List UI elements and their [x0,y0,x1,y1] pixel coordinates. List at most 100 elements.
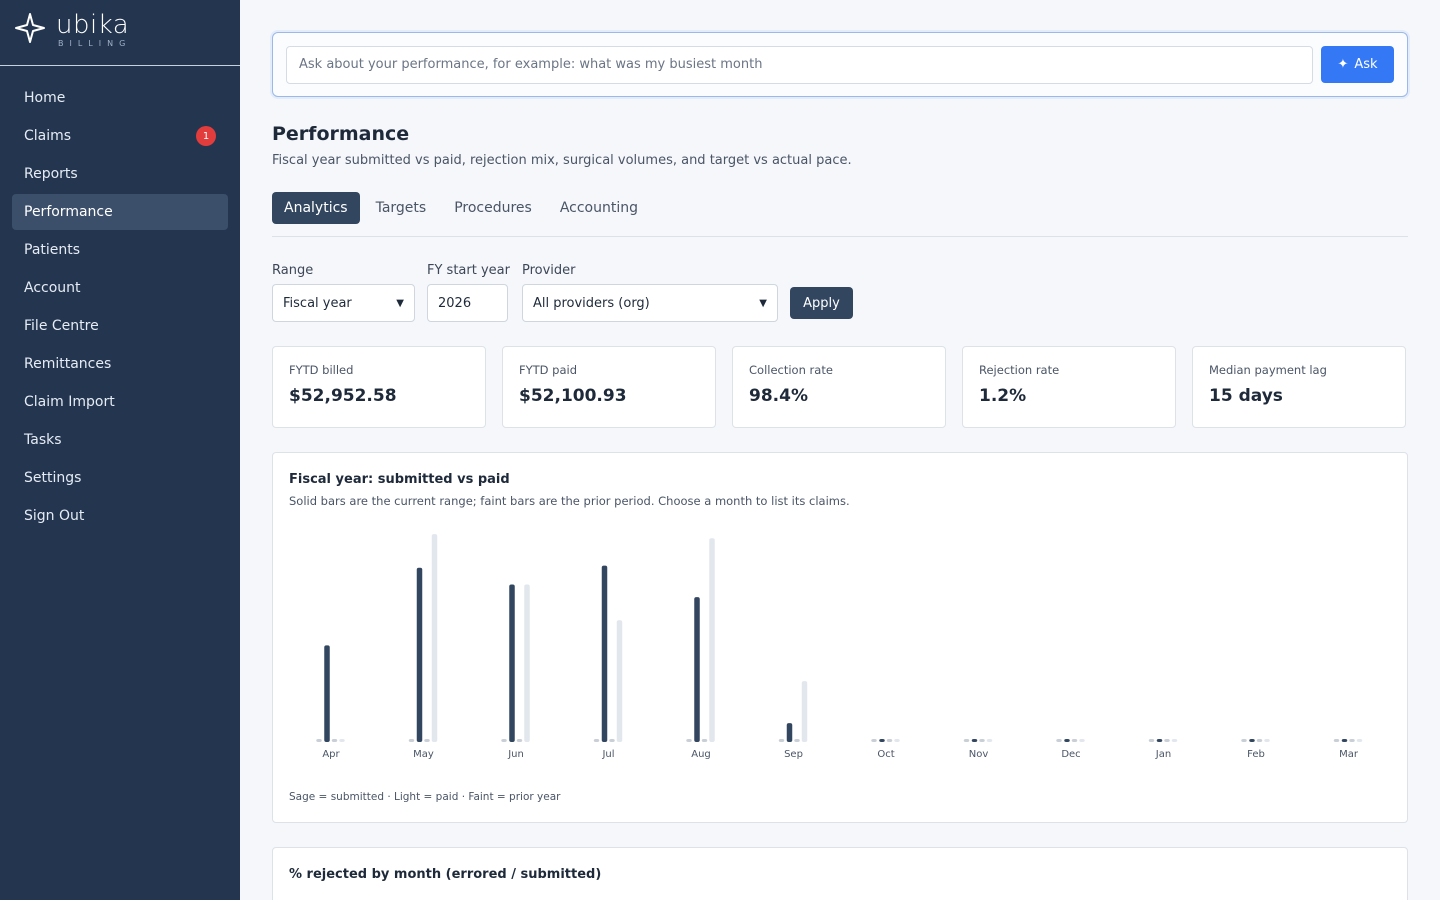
chevron-down-icon: ▼ [759,297,767,309]
bar-jul-series-2[interactable] [609,739,615,742]
bar-feb-series-1[interactable] [1249,739,1255,742]
fy-start-input[interactable]: 2026 [427,284,508,322]
ask-button[interactable]: ✦ Ask [1321,46,1394,83]
sidebar-item-claim-import[interactable]: Claim Import [12,384,228,420]
kpi-label: FYTD paid [519,363,578,377]
sidebar-item-sign-out[interactable]: Sign Out [12,498,228,534]
provider-select[interactable]: All providers (org) ▼ [521,284,778,322]
bar-sep-series-1[interactable] [786,723,793,742]
chart-title: Fiscal year: submitted vs paid [289,472,510,487]
chart-legend: Sage = submitted · Light = paid · Faint … [289,791,561,803]
sidebar-item-patients[interactable]: Patients [12,232,228,268]
bar-dec-series-1[interactable] [1064,739,1070,742]
sidebar-item-remittances[interactable]: Remittances [12,346,228,382]
bar-nov-series-3[interactable] [986,739,993,742]
submitted-vs-paid-chart[interactable]: Apr May Jun Jul Aug Sep Oct Nov Dec Jan Feb Mar [289,531,1391,783]
bar-may-series-2[interactable] [424,739,430,742]
bar-mar-series-2[interactable] [1349,739,1355,742]
sidebar-nav: Home Claims 1 Reports Performance Patient… [0,66,240,534]
tab-accounting[interactable]: Accounting [559,200,639,216]
bar-apr-series-1[interactable] [324,645,330,742]
bar-jul-series-1[interactable] [601,565,608,742]
bar-dec-series-2[interactable] [1071,739,1078,742]
bar-dec-series-3[interactable] [1079,739,1085,742]
range-select[interactable]: Fiscal year ▼ [272,284,415,322]
logo-icon [15,13,45,43]
bar-mar-series-0[interactable] [1333,739,1340,742]
bar-oct-series-1[interactable] [879,739,885,742]
bar-jan-series-1[interactable] [1156,739,1163,742]
sidebar-item-reports[interactable]: Reports [12,156,228,192]
fy-start-filter: FY start year 2026 [427,263,510,322]
sidebar-item-claims[interactable]: Claims 1 [12,118,228,154]
bar-jan-series-3[interactable] [1171,739,1178,742]
bar-feb-series-2[interactable] [1256,739,1263,742]
bar-may-series-3[interactable] [431,534,438,742]
x-tick-label: Apr [322,749,340,760]
sidebar: ubika BILLING Home Claims 1 Reports Perfo… [0,0,240,900]
bar-may-series-1[interactable] [416,567,423,742]
bar-jan-series-0[interactable] [1148,739,1155,742]
kpi-value: $52,100.93 [519,386,627,406]
bar-mar-series-3[interactable] [1356,739,1363,742]
bar-sep-series-0[interactable] [778,739,785,742]
page-title: Performance [272,123,410,145]
tab-analytics[interactable]: Analytics [272,192,360,224]
bar-may-series-0[interactable] [408,739,415,742]
bar-nov-series-0[interactable] [963,739,970,742]
sidebar-item-file-centre[interactable]: File Centre [12,308,228,344]
bar-aug-series-1[interactable] [694,597,700,742]
bar-jun-series-1[interactable] [509,584,515,743]
bar-jul-series-3[interactable] [616,620,623,742]
kpi-value: 98.4% [749,386,808,406]
x-tick-label: Jun [507,749,524,760]
apply-button[interactable]: Apply [789,287,853,319]
x-tick-label: Jul [601,749,614,760]
sidebar-item-performance[interactable]: Performance [12,194,228,230]
bar-apr-series-0[interactable] [316,739,322,742]
ask-input[interactable] [286,45,1313,84]
tab-targets[interactable]: Targets [375,200,427,216]
chevron-down-icon: ▼ [396,297,404,309]
sidebar-item-label: File Centre [24,318,99,334]
bar-sep-series-3[interactable] [801,681,808,742]
x-tick-label: Dec [1061,749,1080,760]
bar-aug-series-2[interactable] [701,739,708,742]
bar-feb-series-0[interactable] [1241,739,1247,742]
bar-oct-series-2[interactable] [886,739,893,742]
sidebar-item-account[interactable]: Account [12,270,228,306]
rejected-chart-title: % rejected by month (errored / submitted… [289,867,602,882]
bar-feb-series-3[interactable] [1264,739,1270,742]
filters: Range Fiscal year ▼ FY start year 2026 P… [272,263,1408,322]
bar-jul-series-0[interactable] [593,739,600,742]
sidebar-item-label: Tasks [24,432,62,448]
x-tick-label: Jan [1155,749,1171,760]
bar-jun-series-2[interactable] [516,739,523,742]
sidebar-item-tasks[interactable]: Tasks [12,422,228,458]
bar-apr-series-3[interactable] [339,739,345,742]
ask-bar: ✦ Ask [272,32,1408,97]
bar-aug-series-0[interactable] [686,739,692,742]
tab-procedures[interactable]: Procedures [454,200,532,216]
sidebar-item-home[interactable]: Home [12,80,228,116]
bar-nov-series-2[interactable] [979,739,985,742]
brand[interactable]: ubika BILLING [0,0,240,66]
bar-jun-series-0[interactable] [501,739,507,742]
bar-jun-series-3[interactable] [524,584,530,743]
provider-value: All providers (org) [532,295,650,311]
sidebar-item-settings[interactable]: Settings [12,460,228,496]
sparkle-icon: ✦ [1337,57,1349,72]
x-tick-label: Nov [969,749,989,760]
bar-dec-series-0[interactable] [1056,739,1062,742]
bar-aug-series-3[interactable] [709,538,715,742]
x-tick-label: Oct [877,749,894,760]
sidebar-item-label: Claim Import [24,394,115,410]
bar-mar-series-1[interactable] [1341,739,1348,742]
bar-nov-series-1[interactable] [971,739,978,742]
bar-jan-series-2[interactable] [1164,739,1170,742]
bar-oct-series-0[interactable] [871,739,877,742]
bar-sep-series-2[interactable] [794,739,800,742]
kpi-label: Collection rate [749,363,833,377]
bar-oct-series-3[interactable] [894,739,900,742]
bar-apr-series-2[interactable] [331,739,338,742]
